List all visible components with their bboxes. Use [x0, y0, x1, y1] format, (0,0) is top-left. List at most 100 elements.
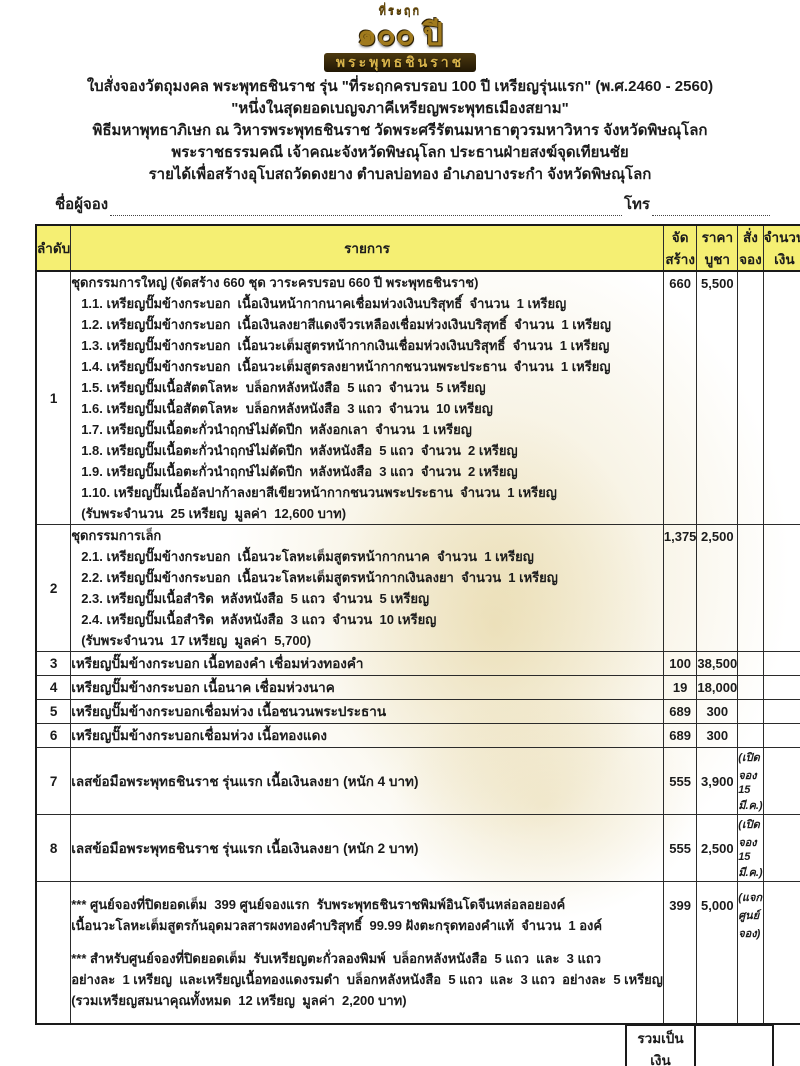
order-quantity-cell[interactable]: [737, 723, 764, 748]
order-quantity-cell[interactable]: [737, 270, 764, 525]
amount-cell[interactable]: [762, 270, 800, 525]
item-line: 1.9. เหรียญปั๊มเนื้อตะกั่วนำฤกษ์ไม่ตัดปี…: [81, 464, 518, 479]
order-quantity-cell[interactable]: (เปิดจอง 15 มี.ค.): [737, 814, 764, 882]
amount-cell[interactable]: [762, 723, 800, 748]
total-amount-cell[interactable]: [694, 1024, 774, 1066]
row-number: 1: [35, 270, 72, 525]
row-description: เหรียญปั๊มข้างกระบอก เนื้อนาค เชื่อมห่วง…: [70, 675, 664, 700]
title-line-1: ใบสั่งจองวัตถุมงคล พระพุทธชินราช รุ่น "ท…: [86, 78, 714, 95]
item-line: 2.1. เหรียญปั๊มข้างกระบอก เนื้อนวะโลหะเต…: [81, 549, 534, 564]
row-description: เลสข้อมือพระพุทธชินราช รุ่นแรก เนื้อเงิน…: [70, 814, 664, 882]
item-line: 1.10. เหรียญปั๊มเนื้ออัลปาก้าลงยาสีเขียว…: [81, 485, 557, 500]
quantity-made-cell: 555: [662, 747, 698, 815]
amount-cell[interactable]: [762, 747, 800, 815]
row-number: 2: [35, 524, 72, 652]
item-line: 1.6. เหรียญปั๊มเนื้อสัตตโลหะ บล็อกหลังหน…: [81, 401, 493, 416]
price-cell: 2,500: [696, 814, 739, 882]
order-quantity-cell[interactable]: [737, 675, 764, 700]
column-header-5: จำนวนเงิน: [762, 224, 800, 272]
orderer-phone-label: โทร: [623, 196, 650, 213]
item-line: *** ศูนย์จองที่ปิดยอดเต็ม 399 ศูนย์จองแร…: [71, 897, 566, 912]
row-description: เหรียญปั๊มข้างกระบอกเชื่อมห่วง เนื้อทองแ…: [70, 723, 664, 748]
item-line: ชุดกรรมการเล็ก: [71, 528, 162, 543]
quantity-made-cell: 689: [662, 699, 698, 724]
item-line: (รับพระจำนวน 17 เหรียญ มูลค่า 5,700): [81, 633, 312, 648]
table-row: 3 เหรียญปั๊มข้างกระบอก เนื้อทองคำ เชื่อมห…: [35, 651, 800, 676]
amount-cell[interactable]: [762, 881, 800, 1025]
orderer-name-label: ชื่อผู้จอง: [55, 196, 109, 213]
anniversary-logo: ที่ระฤก ๑๐๐ ปี พระพุทธชินราช: [270, 6, 530, 72]
table-row: 6 เหรียญปั๊มข้างกระบอกเชื่อมห่วง เนื้อทอง…: [35, 723, 800, 748]
item-line: 2.2. เหรียญปั๊มข้างกระบอก เนื้อนวะโลหะเต…: [81, 570, 558, 585]
item-line: 1.5. เหรียญปั๊มเนื้อสัตตโลหะ บล็อกหลังหน…: [81, 380, 486, 395]
quantity-made-cell: 100: [662, 651, 698, 676]
row-number: [35, 881, 72, 1025]
item-line: 2.3. เหรียญปั๊มเนื้อสำริด หลังหนังสือ 5 …: [81, 591, 430, 606]
title-line-2: "หนึ่งในสุดยอดเบญจภาคีเหรียญพระพุทธเมือง…: [231, 100, 569, 117]
item-line: 1.4. เหรียญปั๊มข้างกระบอก เนื้อนวะเต็มสู…: [81, 359, 611, 374]
row-description: *** ศูนย์จองที่ปิดยอดเต็ม 399 ศูนย์จองแร…: [70, 881, 664, 1025]
price-cell: 38,500: [696, 651, 739, 676]
item-line: 1.7. เหรียญปั๊มเนื้อตะกั่วนำฤกษ์ไม่ตัดปี…: [81, 422, 472, 437]
logo-banner-text: พระพุทธชินราช: [323, 53, 477, 72]
amount-cell[interactable]: [762, 675, 800, 700]
price-cell: 5,000: [696, 881, 739, 1025]
logo-top-text: ที่ระฤก: [378, 5, 422, 17]
row-description: เหรียญปั๊มข้างกระบอก เนื้อทองคำ เชื่อมห่…: [70, 651, 664, 676]
title-line-5: รายได้เพื่อสร้างอุโบสถวัดดงยาง ตำบลบ่อทอ…: [148, 166, 652, 183]
orderer-name-input-line[interactable]: [110, 199, 622, 216]
amount-cell[interactable]: [762, 699, 800, 724]
total-label: รวมเป็นเงิน: [625, 1024, 696, 1066]
price-cell: 5,500: [696, 270, 739, 525]
item-line: 2.4. เหรียญปั๊มเนื้อสำริด หลังหนังสือ 3 …: [81, 612, 437, 627]
row-number: 4: [35, 675, 72, 700]
amount-cell[interactable]: [762, 651, 800, 676]
price-cell: 2,500: [696, 524, 739, 652]
table-row: 4 เหรียญปั๊มข้างกระบอก เนื้อนาค เชื่อมห่ว…: [35, 675, 800, 700]
price-cell: 18,000: [696, 675, 739, 700]
item-line: [71, 882, 663, 894]
orderer-phone-input-line[interactable]: [652, 199, 770, 216]
item-line: เนื้อนวะโลหะเต็มสูตรก้นอุดมวลสารผงทองคำบ…: [71, 918, 603, 933]
row-description: เหรียญปั๊มข้างกระบอกเชื่อมห่วง เนื้อชนวน…: [70, 699, 664, 724]
item-line: เลสข้อมือพระพุทธชินราช รุ่นแรก เนื้อเงิน…: [71, 773, 419, 789]
document-header: ใบสั่งจองวัตถุมงคล พระพุทธชินราช รุ่น "ท…: [0, 76, 800, 186]
order-quantity-cell[interactable]: (แจกศูนย์จอง): [737, 881, 764, 1025]
order-table: ลำดับรายการจัดสร้างราคาบูชาสั่งจองจำนวนเ…: [35, 224, 800, 1025]
row-number: 3: [35, 651, 72, 676]
column-header-0: ลำดับ: [35, 224, 72, 272]
column-header-1: รายการ: [70, 224, 664, 272]
quantity-made-cell: 399: [662, 881, 698, 1025]
price-cell: 300: [696, 723, 739, 748]
item-line: เหรียญปั๊มข้างกระบอก เนื้อนาค เชื่อมห่วง…: [71, 680, 335, 695]
item-line: [71, 936, 663, 948]
total-row: รวมเป็นเงิน: [625, 1024, 774, 1066]
order-quantity-cell[interactable]: [737, 524, 764, 652]
amount-cell[interactable]: [762, 524, 800, 652]
table-row: 7 เลสข้อมือพระพุทธชินราช รุ่นแรก เนื้อเงิ…: [35, 747, 800, 815]
quantity-made-cell: 1,375: [662, 524, 698, 652]
row-number: 7: [35, 747, 72, 815]
quantity-made-cell: 555: [662, 814, 698, 882]
item-line: 1.2. เหรียญปั๊มข้างกระบอก เนื้อเงินลงยาส…: [81, 317, 611, 332]
table-row: 1 ชุดกรรมการใหญ่ (จัดสร้าง 660 ชุด วาระคร…: [35, 270, 800, 525]
item-line: 1.8. เหรียญปั๊มเนื้อตะกั่วนำฤกษ์ไม่ตัดปี…: [81, 443, 518, 458]
row-number: 5: [35, 699, 72, 724]
order-quantity-cell[interactable]: [737, 651, 764, 676]
item-line: *** สำหรับศูนย์จองที่ปิดยอดเต็ม รับเหรีย…: [71, 951, 602, 966]
title-line-3: พิธีมหาพุทธาภิเษก ณ วิหารพระพุทธชินราช ว…: [92, 122, 708, 139]
order-table-body: 1 ชุดกรรมการใหญ่ (จัดสร้าง 660 ชุด วาระคร…: [35, 270, 800, 1025]
item-line: 1.1. เหรียญปั๊มข้างกระบอก เนื้อเงินหน้าก…: [81, 296, 567, 311]
column-header-4: สั่งจอง: [737, 224, 764, 272]
item-line: เหรียญปั๊มข้างกระบอกเชื่อมห่วง เนื้อทองแ…: [71, 728, 327, 743]
order-quantity-cell[interactable]: (เปิดจอง 15 มี.ค.): [737, 747, 764, 815]
table-row: 8 เลสข้อมือพระพุทธชินราช รุ่นแรก เนื้อเงิ…: [35, 814, 800, 882]
quantity-made-cell: 689: [662, 723, 698, 748]
item-line: (รับพระจำนวน 25 เหรียญ มูลค่า 12,600 บาท…: [81, 506, 347, 521]
table-row: *** ศูนย์จองที่ปิดยอดเต็ม 399 ศูนย์จองแร…: [35, 881, 800, 1025]
table-row: 5 เหรียญปั๊มข้างกระบอกเชื่อมห่วง เนื้อชนว…: [35, 699, 800, 724]
order-quantity-cell[interactable]: [737, 699, 764, 724]
column-header-3: ราคาบูชา: [696, 224, 739, 272]
amount-cell[interactable]: [762, 814, 800, 882]
